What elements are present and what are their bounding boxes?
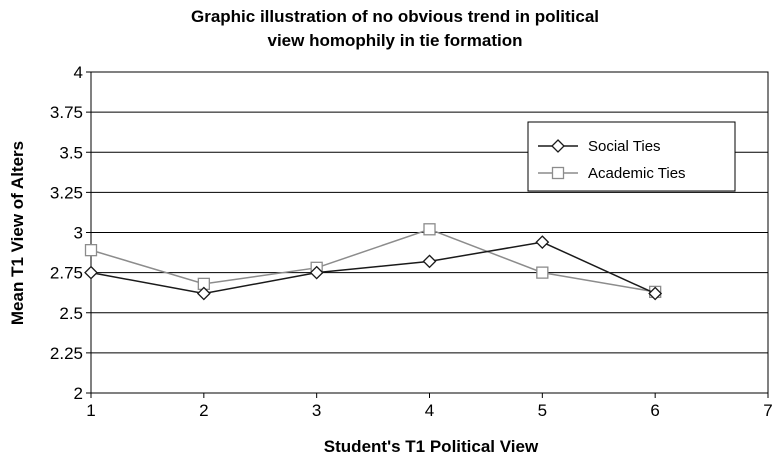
x-axis-ticks: 1 2 3 4 5 6 7 [86, 393, 773, 420]
legend-marker-social-ties [551, 139, 565, 153]
x-tick-label: 6 [650, 401, 659, 420]
x-tick-label: 7 [763, 401, 772, 420]
data-point-academic-ties [84, 244, 98, 257]
legend-label-academic-ties: Academic Ties [588, 165, 686, 182]
data-point-academic-ties [423, 223, 436, 236]
x-tick-label: 5 [538, 401, 547, 420]
y-tick-label: 2.75 [50, 264, 83, 283]
y-tick-label: 2 [74, 384, 83, 403]
y-tick-label: 2.5 [59, 304, 83, 323]
series-layer [84, 223, 663, 301]
y-tick-label: 4 [74, 63, 83, 82]
y-tick-label: 3 [74, 224, 83, 243]
data-point-social-ties [648, 286, 663, 301]
data-point-social-ties [196, 286, 211, 301]
x-axis-title: Student's T1 Political View [324, 437, 539, 456]
x-tick-label: 4 [425, 401, 434, 420]
series-social-ties [84, 235, 663, 301]
data-point-social-ties [535, 235, 550, 250]
data-point-social-ties [422, 254, 437, 269]
chart-title-line-1: Graphic illustration of no obvious trend… [191, 7, 599, 26]
x-tick-label: 3 [312, 401, 321, 420]
data-point-social-ties [84, 265, 98, 280]
y-tick-label: 2.25 [50, 344, 83, 363]
series-academic-ties [84, 223, 662, 299]
chart-title-line-2: view homophily in tie formation [267, 31, 522, 50]
legend-box [527, 121, 736, 192]
y-tick-label: 3.5 [59, 143, 83, 162]
legend: Social Ties Academic Ties [527, 121, 736, 192]
y-tick-label: 3.25 [50, 183, 83, 202]
series-line-social-ties [90, 241, 656, 295]
x-tick-label: 1 [86, 401, 95, 420]
data-point-social-ties [309, 265, 324, 280]
legend-label-social-ties: Social Ties [588, 138, 661, 155]
legend-marker-academic-ties [551, 166, 565, 180]
y-axis-ticks: 2 2.25 2.5 2.75 3 3.25 3.5 3.75 4 [50, 63, 91, 403]
data-point-academic-ties [536, 266, 549, 279]
y-tick-label: 3.75 [50, 103, 83, 122]
x-tick-label: 2 [199, 401, 208, 420]
series-line-academic-ties [90, 228, 656, 293]
y-axis-title: Mean T1 View of Alters [8, 141, 27, 325]
